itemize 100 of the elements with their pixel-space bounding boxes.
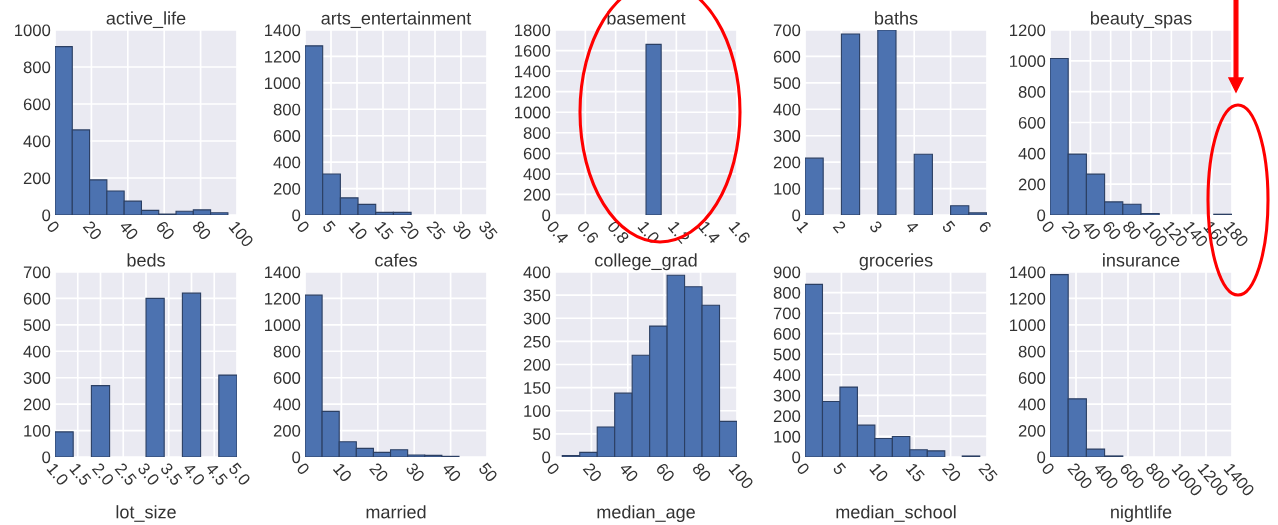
x-tick-label: 60 [655, 462, 676, 483]
y-tick-label: 0 [292, 451, 301, 464]
x-tick-label: 5 [322, 220, 337, 234]
y-tick-label: 400 [273, 156, 301, 169]
y-tick-label: 1000 [1010, 55, 1046, 68]
y-tick-label: 700 [773, 307, 801, 320]
y-tick-label: 300 [773, 389, 801, 402]
x-tick-label: 4.5 [205, 461, 229, 487]
y-tick-label: 200 [273, 182, 301, 195]
chart-title: arts_entertainment [321, 11, 472, 29]
y-tick-label: 1000 [1010, 319, 1046, 332]
chart-title: groceries [859, 253, 933, 271]
x-tick-label: 10 [348, 220, 369, 241]
y-tick-label: 1000 [15, 24, 51, 37]
y-tick-label: 200 [1018, 178, 1046, 191]
x-tick-label: 10 [869, 462, 889, 483]
y-tick-label: 200 [523, 358, 551, 371]
y-tick-label: 600 [523, 147, 551, 160]
x-tick-label: 400 [1092, 461, 1120, 490]
x-tick-label: 800 [1145, 462, 1172, 490]
x-tick-label: 1.5 [69, 462, 92, 487]
x-tick-label: 50 [478, 461, 499, 483]
y-tick-label: 400 [23, 345, 51, 358]
y-tick-label: 800 [1018, 86, 1046, 98]
chart-title: insurance [1103, 253, 1180, 267]
chart-title: basement [607, 11, 686, 25]
y-tick-label: 150 [524, 382, 551, 394]
x-tick-label: 60 [1101, 220, 1122, 241]
x-tick-label: 30 [405, 461, 426, 483]
y-tick-label: 800 [273, 345, 301, 358]
y-tick-label: 1400 [515, 65, 551, 78]
x-tick-label: 40 [618, 461, 639, 483]
y-tick-label: 400 [1018, 398, 1046, 411]
y-tick-label: 400 [773, 103, 801, 116]
x-tick-label: 30 [452, 219, 473, 241]
x-tick-label: 6 [978, 220, 993, 234]
y-tick-label: 600 [273, 130, 301, 142]
y-tick-label: 200 [523, 188, 551, 201]
y-tick-label: 1000 [515, 106, 551, 119]
x-tick-label: 5 [941, 220, 956, 234]
y-tick-label: 600 [1018, 116, 1046, 129]
y-tick-label: 400 [523, 266, 551, 279]
y-tick-label: 400 [23, 135, 51, 148]
y-tick-label: 1600 [515, 44, 551, 57]
y-tick-label: 200 [23, 398, 51, 411]
text: married [366, 505, 426, 519]
y-tick-label: 800 [23, 61, 51, 74]
chart-title: beds [127, 253, 165, 267]
y-tick-label: 500 [773, 77, 801, 90]
x-tick-label: 1.0 [46, 462, 70, 487]
y-tick-label: 1000 [265, 77, 301, 90]
x-tick-label: 5.0 [228, 461, 252, 487]
text: lot_size [116, 505, 176, 522]
y-tick-label: 200 [773, 156, 801, 169]
y-tick-label: 400 [523, 168, 551, 181]
y-tick-label: 250 [523, 335, 551, 348]
y-tick-label: 0 [42, 209, 51, 222]
x-tick-label: 3 [868, 219, 883, 234]
x-tick-label: 40 [1081, 219, 1102, 241]
x-tick-label: 3.5 [159, 461, 183, 487]
y-tick-label: 50 [532, 428, 551, 441]
y-tick-label: 300 [773, 130, 801, 142]
y-tick-label: 200 [273, 424, 301, 437]
y-tick-label: 100 [24, 424, 51, 437]
y-tick-label: 1400 [265, 24, 301, 37]
y-tick-label: 500 [773, 348, 801, 361]
x-tick-label: 20 [368, 462, 389, 483]
y-tick-label: 0 [292, 209, 301, 222]
text: median_age [597, 505, 695, 522]
x-tick-label: 2 [832, 220, 847, 234]
x-tick-label: 0.6 [576, 219, 600, 245]
y-tick-label: 1800 [515, 24, 551, 37]
x-tick-label: 20 [941, 462, 962, 483]
y-tick-label: 100 [774, 430, 801, 443]
x-tick-label: 40 [441, 461, 462, 483]
y-tick-label: 600 [773, 328, 801, 340]
x-tick-label: 80 [691, 462, 712, 483]
chart-title: beauty_spas [1090, 11, 1192, 29]
y-tick-label: 1200 [1010, 24, 1046, 37]
y-tick-label: 600 [773, 50, 801, 63]
y-tick-label: 600 [23, 98, 51, 111]
y-tick-label: 100 [774, 182, 801, 195]
x-tick-label: 1.4 [698, 220, 721, 245]
x-tick-label: 5 [832, 462, 847, 476]
x-tick-label: 0.8 [606, 219, 630, 245]
y-tick-label: 0 [792, 209, 801, 222]
x-tick-label: 35 [478, 219, 499, 241]
chart-title: college_grad [595, 253, 697, 271]
y-tick-label: 300 [523, 312, 551, 325]
y-tick-label: 200 [1018, 424, 1046, 437]
y-tick-label: 800 [1018, 345, 1046, 358]
y-tick-label: 400 [273, 398, 301, 411]
x-tick-label: 200 [1067, 462, 1094, 490]
x-tick-label: 15 [374, 220, 394, 241]
text: median_school [836, 505, 956, 522]
y-tick-label: 900 [773, 266, 801, 279]
y-tick-label: 800 [273, 103, 301, 116]
y-tick-label: 350 [523, 289, 551, 302]
y-tick-label: 1400 [1010, 266, 1046, 279]
chart-title: cafes [375, 253, 417, 267]
